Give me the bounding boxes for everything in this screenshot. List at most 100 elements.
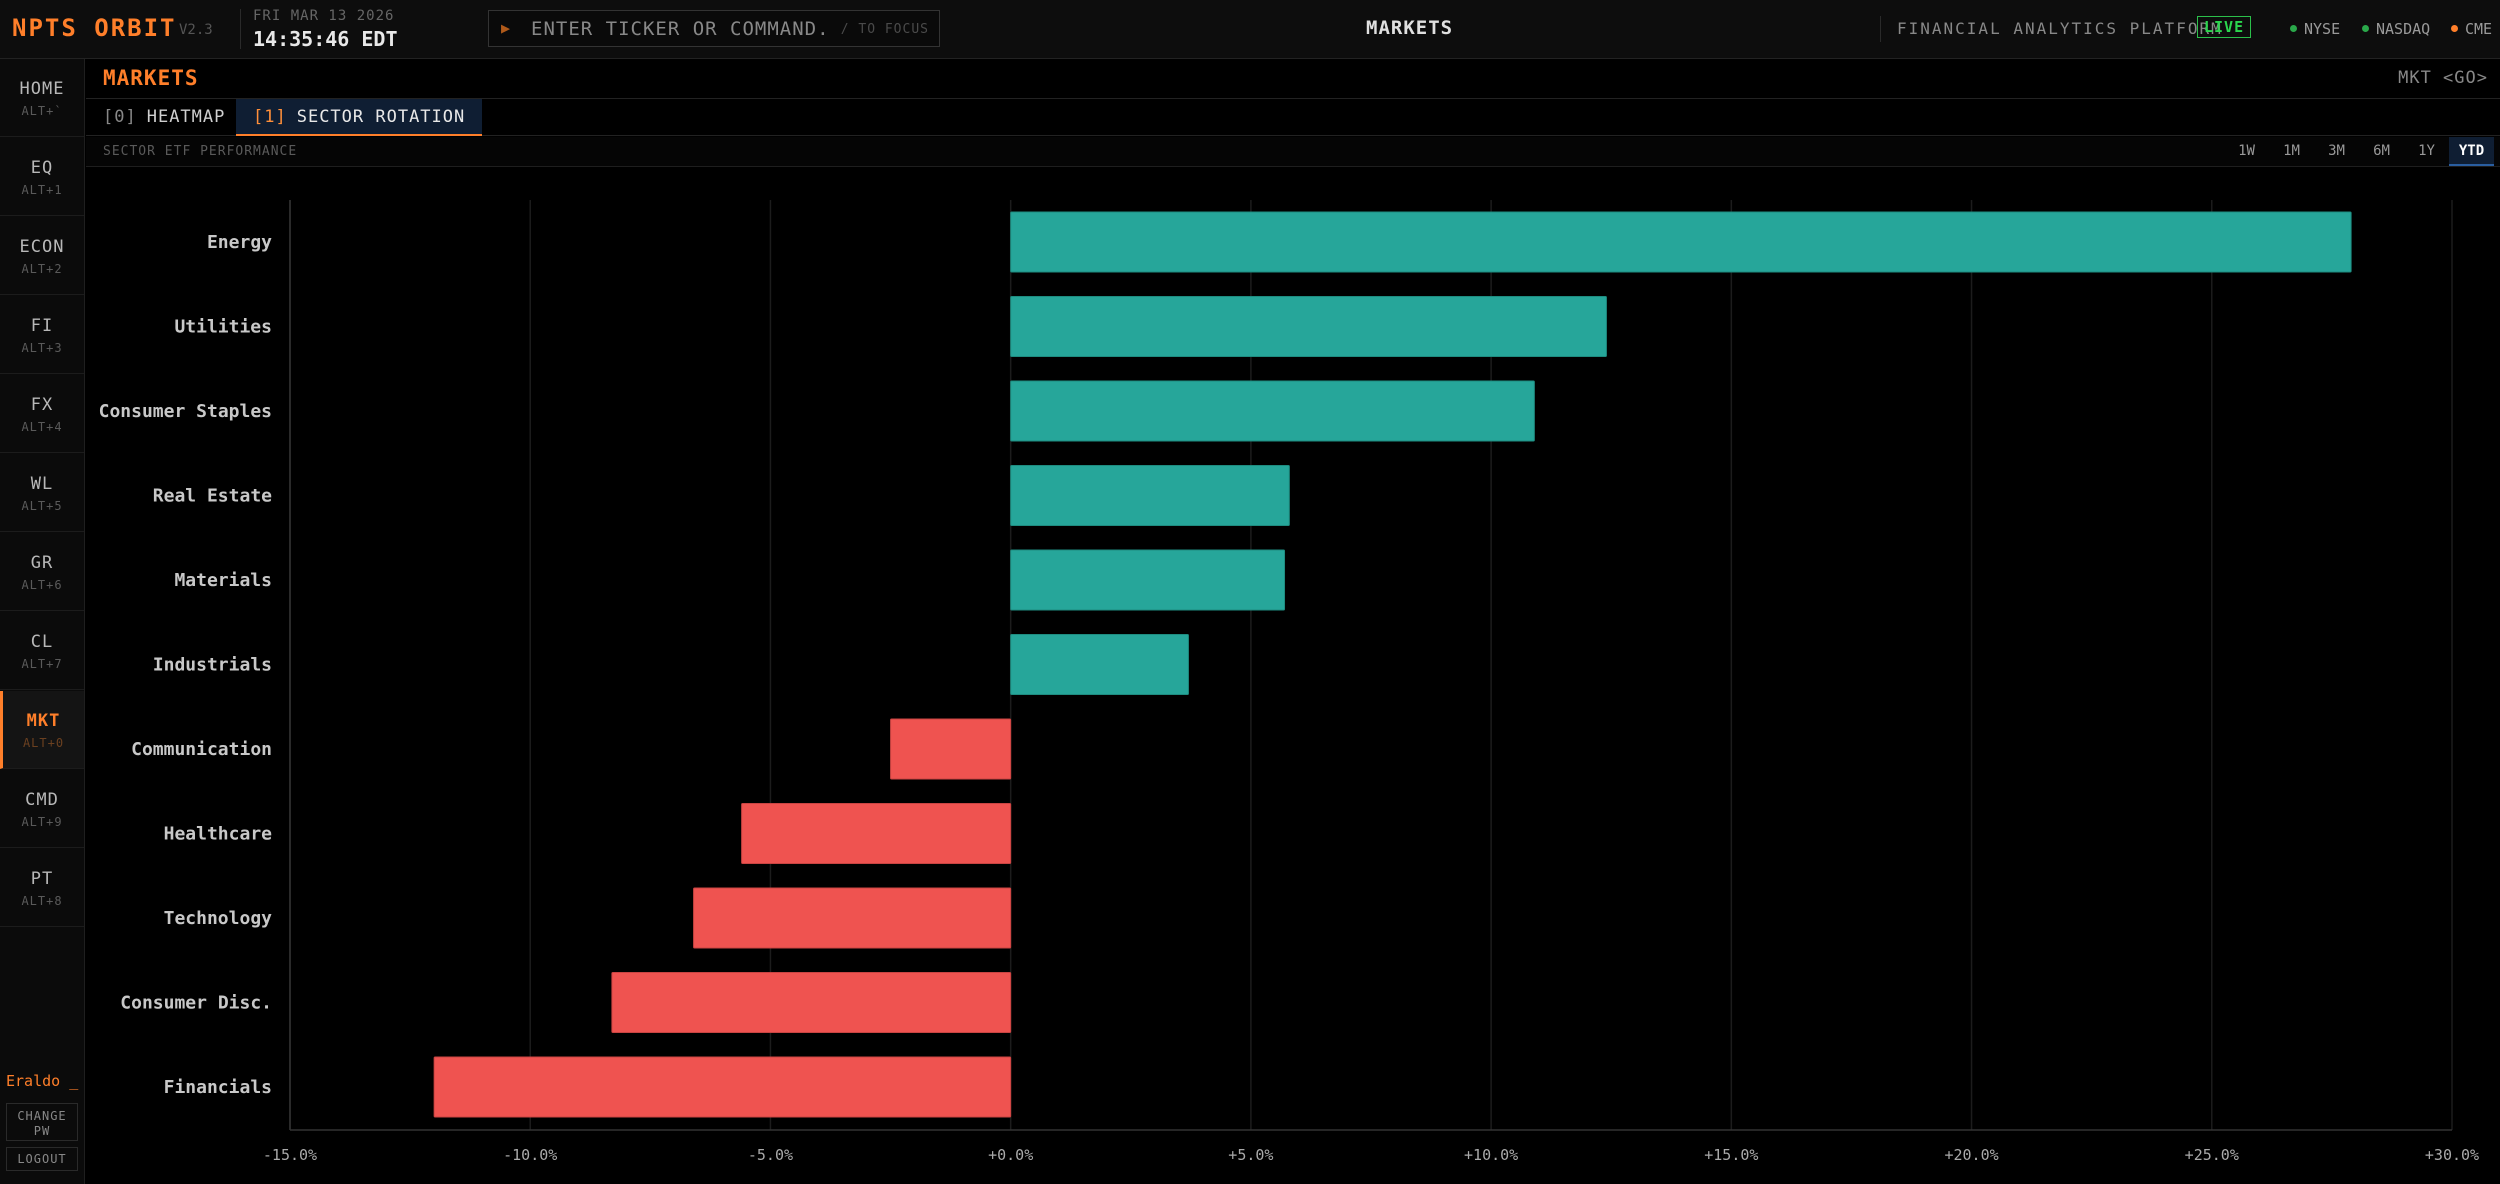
sidebar-item-shortcut: ALT+4 [21, 420, 63, 434]
sidebar-item-label: CL [30, 632, 54, 652]
tab-label: HEATMAP [146, 107, 226, 127]
sidebar-item-label: PT [30, 869, 54, 889]
sidebar-item-label: CMD [25, 790, 59, 810]
sidebar-item-cl[interactable]: CL ALT+7 [0, 612, 84, 690]
sidebar-item-label: MKT [26, 711, 61, 731]
bar [433, 1056, 1012, 1118]
tab-label: SECTOR ROTATION [296, 107, 466, 127]
sidebar-item-shortcut: ALT+8 [21, 894, 63, 908]
category-label: Industrials [153, 655, 272, 676]
live-badge: LIVE [2197, 16, 2252, 38]
sidebar-item-cmd[interactable]: CMD ALT+9 [0, 770, 84, 848]
x-tick-label: -15.0% [263, 1146, 317, 1164]
command-hint: / TO FOCUS [840, 22, 929, 37]
market-status-nyse: NYSE [2290, 20, 2340, 38]
bar [1010, 465, 1290, 526]
category-label: Real Estate [153, 486, 272, 507]
category-label: Consumer Staples [99, 401, 272, 422]
category-label: Technology [164, 908, 273, 929]
version-label: V2.3 [179, 22, 213, 38]
x-tick-label: +15.0% [1704, 1146, 1758, 1164]
change-password-button[interactable]: CHANGE PW [6, 1103, 78, 1141]
chart-toolbar: SECTOR ETF PERFORMANCE 1W 1M 3M 6M 1Y YT… [86, 137, 2500, 167]
clock: 14:35:46 EDT [253, 27, 398, 51]
date-label: FRI MAR 13 2026 [253, 8, 395, 24]
bar [1010, 634, 1189, 695]
bar [890, 718, 1012, 780]
platform-label: FINANCIAL ANALYTICS PLATFORM [1897, 19, 2223, 38]
sidebar-item-label: FI [30, 316, 54, 336]
user-name: Eraldo _ [6, 1072, 79, 1090]
status-dot-icon [2290, 25, 2297, 32]
tab-sector-rotation[interactable]: [1] SECTOR ROTATION [236, 99, 483, 136]
top-bar: NPTS ORBIT V2.3 FRI MAR 13 2026 14:35:46… [0, 0, 2500, 59]
category-label: Utilities [174, 317, 272, 338]
status-dot-icon [2362, 25, 2369, 32]
sidebar-item-label: FX [30, 395, 54, 415]
main-panel: MARKETS MKT <GO> [0] HEATMAP [1] SECTOR RO… [86, 59, 2500, 1184]
tab-index: [0] [103, 107, 137, 127]
sidebar-item-shortcut: ALT+9 [21, 815, 63, 829]
category-label: Energy [207, 232, 272, 253]
sidebar-item-fx[interactable]: FX ALT+4 [0, 375, 84, 453]
category-label: Communication [131, 739, 272, 760]
market-label: CME [2465, 20, 2493, 38]
brand-logo[interactable]: NPTS ORBIT [12, 14, 177, 42]
x-tick-label: +30.0% [2425, 1146, 2479, 1164]
sidebar-item-shortcut: ALT+0 [22, 736, 65, 750]
category-label: Healthcare [164, 824, 273, 845]
tab-bar: [0] HEATMAP [1] SECTOR ROTATION [86, 98, 2500, 136]
sidebar-item-label: HOME [19, 79, 65, 99]
divider [1880, 16, 1881, 42]
sidebar-item-fi[interactable]: FI ALT+3 [0, 296, 84, 374]
market-status-nasdaq: NASDAQ [2362, 20, 2430, 38]
play-icon: ▶ [501, 19, 511, 37]
x-tick-label: +5.0% [1228, 1146, 1273, 1164]
sidebar-item-shortcut: ALT+6 [21, 578, 63, 592]
market-label: NASDAQ [2376, 20, 2431, 38]
sidebar-item-shortcut: ALT+` [21, 104, 63, 118]
chart-subtitle: SECTOR ETF PERFORMANCE [103, 144, 298, 159]
x-tick-label: +20.0% [1944, 1146, 1998, 1164]
sidebar-item-label: GR [30, 553, 54, 573]
sidebar-item-wl[interactable]: WL ALT+5 [0, 454, 84, 532]
panel-title: MARKETS [103, 66, 199, 90]
x-tick-label: +0.0% [988, 1146, 1033, 1164]
range-button-1y[interactable]: 1Y [2418, 143, 2435, 159]
sidebar-item-shortcut: ALT+7 [21, 657, 63, 671]
sidebar-item-econ[interactable]: ECON ALT+2 [0, 217, 84, 295]
sidebar-item-gr[interactable]: GR ALT+6 [0, 533, 84, 611]
divider [240, 9, 241, 49]
range-button-3m[interactable]: 3M [2328, 143, 2345, 159]
bar [1010, 549, 1286, 611]
sidebar-item-mkt[interactable]: MKT ALT+0 [0, 691, 84, 769]
sidebar-item-shortcut: ALT+1 [21, 183, 63, 197]
range-button-1m[interactable]: 1M [2283, 143, 2300, 159]
bar [1010, 296, 1607, 357]
sidebar-item-shortcut: ALT+3 [21, 341, 63, 355]
go-command-label[interactable]: MKT <GO> [2398, 68, 2488, 88]
range-button-6m[interactable]: 6M [2373, 143, 2390, 159]
sidebar-item-eq[interactable]: EQ ALT+1 [0, 138, 84, 216]
sidebar-item-pt[interactable]: PT ALT+8 [0, 849, 84, 927]
x-tick-label: +25.0% [2185, 1146, 2239, 1164]
command-bar[interactable]: ▶ / TO FOCUS [488, 10, 940, 47]
tab-index: [1] [253, 107, 287, 127]
logout-button[interactable]: LOGOUT [6, 1147, 78, 1171]
x-tick-label: +10.0% [1464, 1146, 1518, 1164]
command-input[interactable] [531, 17, 831, 41]
category-label: Consumer Disc. [120, 993, 272, 1014]
sidebar: HOME ALT+` EQ ALT+1 ECON ALT+2 FI ALT+3 FX AL… [0, 59, 85, 1184]
sidebar-item-label: WL [30, 474, 54, 494]
market-status-cme: CME [2451, 20, 2492, 38]
x-tick-label: -10.0% [503, 1146, 557, 1164]
range-button-1w[interactable]: 1W [2238, 143, 2255, 159]
sidebar-item-label: EQ [30, 158, 54, 178]
sidebar-item-label: ECON [19, 237, 65, 257]
sidebar-item-home[interactable]: HOME ALT+` [0, 59, 84, 137]
bar [741, 803, 1012, 864]
category-label: Financials [164, 1077, 272, 1098]
range-button-ytd[interactable]: YTD [2449, 137, 2494, 166]
tab-heatmap[interactable]: [0] HEATMAP [86, 99, 242, 136]
sector-performance-chart: -15.0% -10.0% -5.0% +0.0% +5.0% +10.0% +15.0% +… [99, 200, 2479, 1164]
